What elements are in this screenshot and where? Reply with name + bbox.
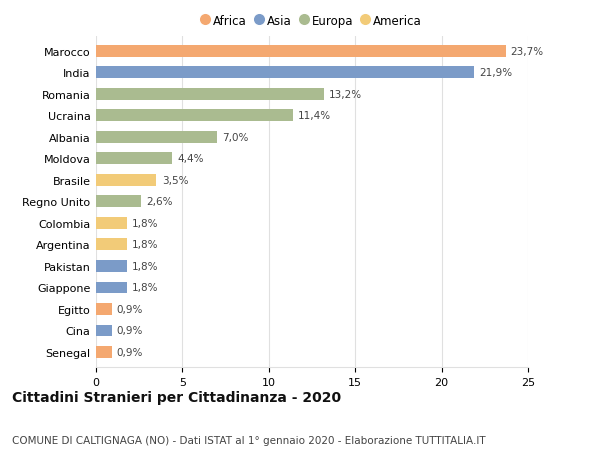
Bar (96, 67, 475, 79)
Bar (96, 218, 127, 230)
Bar (96, 196, 141, 208)
Legend: Africa, Asia, Europa, America: Africa, Asia, Europa, America (202, 15, 422, 28)
Text: 7,0%: 7,0% (222, 133, 248, 143)
Text: COMUNE DI CALTIGNAGA (NO) - Dati ISTAT al 1° gennaio 2020 - Elaborazione TUTTITA: COMUNE DI CALTIGNAGA (NO) - Dati ISTAT a… (12, 435, 485, 445)
Bar (96, 303, 112, 315)
Bar (96, 260, 127, 272)
Text: 0,9%: 0,9% (117, 326, 143, 336)
Bar (96, 346, 112, 358)
Text: 0,9%: 0,9% (117, 347, 143, 357)
Bar (96, 153, 172, 165)
Text: 1,8%: 1,8% (132, 261, 159, 271)
Bar (96, 282, 127, 294)
Text: 11,4%: 11,4% (298, 111, 331, 121)
Bar (96, 132, 217, 144)
Text: 1,8%: 1,8% (132, 218, 159, 229)
Text: Cittadini Stranieri per Cittadinanza - 2020: Cittadini Stranieri per Cittadinanza - 2… (12, 390, 341, 404)
Bar (96, 174, 157, 186)
Text: 1,8%: 1,8% (132, 240, 159, 250)
Text: 3,5%: 3,5% (161, 175, 188, 185)
Text: 0,9%: 0,9% (117, 304, 143, 314)
Text: 23,7%: 23,7% (511, 47, 544, 57)
Bar (96, 46, 506, 58)
Text: 1,8%: 1,8% (132, 283, 159, 293)
Bar (96, 89, 324, 101)
Bar (96, 239, 127, 251)
Text: 21,9%: 21,9% (479, 68, 513, 78)
Bar (96, 325, 112, 336)
Text: 13,2%: 13,2% (329, 90, 362, 100)
Bar (96, 110, 293, 122)
Text: 2,6%: 2,6% (146, 197, 173, 207)
Text: 4,4%: 4,4% (177, 154, 204, 164)
